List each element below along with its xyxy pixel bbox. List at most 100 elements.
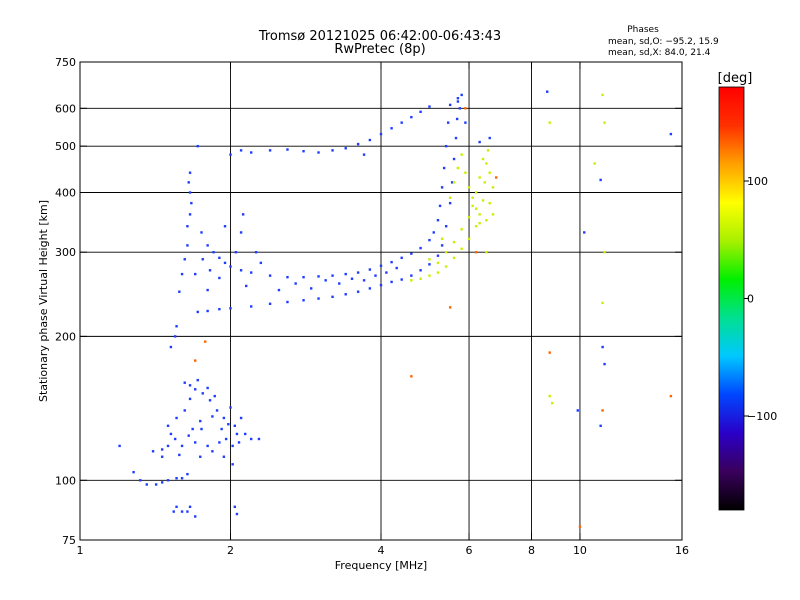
data-point bbox=[481, 199, 485, 202]
data-point bbox=[233, 505, 236, 509]
data-point bbox=[440, 244, 444, 247]
data-point bbox=[243, 432, 247, 436]
data-point bbox=[478, 213, 481, 216]
data-point bbox=[491, 213, 495, 216]
data-point bbox=[471, 196, 474, 199]
data-point bbox=[188, 191, 192, 194]
data-point bbox=[452, 157, 456, 161]
data-point bbox=[344, 147, 347, 150]
y-tick-label: 750 bbox=[55, 56, 76, 69]
y-tick-label: 300 bbox=[55, 246, 76, 259]
data-point bbox=[448, 196, 452, 199]
data-point bbox=[432, 231, 435, 234]
data-point bbox=[211, 450, 214, 453]
data-point bbox=[485, 162, 488, 165]
data-point bbox=[227, 423, 230, 426]
data-point bbox=[550, 401, 554, 405]
data-point bbox=[474, 251, 478, 254]
data-point bbox=[456, 166, 460, 170]
data-point bbox=[601, 301, 604, 305]
data-point bbox=[235, 512, 239, 516]
stats-o-line: mean, sd,O: −95.2, 15.9 bbox=[608, 37, 719, 47]
data-point bbox=[471, 204, 474, 208]
data-point bbox=[385, 271, 388, 274]
data-point bbox=[169, 345, 173, 349]
data-point bbox=[190, 201, 193, 205]
data-point bbox=[452, 181, 456, 184]
data-point bbox=[166, 424, 170, 428]
data-point bbox=[175, 416, 178, 420]
data-point bbox=[206, 244, 209, 247]
data-point bbox=[467, 186, 471, 189]
data-point bbox=[286, 300, 289, 304]
data-point bbox=[599, 424, 602, 428]
data-point bbox=[145, 483, 148, 486]
data-point bbox=[218, 307, 221, 311]
data-point bbox=[175, 325, 178, 328]
data-point bbox=[194, 388, 197, 391]
data-point bbox=[188, 384, 192, 387]
data-point bbox=[448, 306, 452, 309]
x-tick-label: 1 bbox=[77, 544, 84, 557]
data-point bbox=[481, 157, 485, 161]
data-point bbox=[194, 515, 197, 518]
data-point bbox=[229, 265, 232, 268]
data-point bbox=[410, 252, 413, 255]
data-point bbox=[259, 261, 263, 265]
data-point bbox=[237, 441, 241, 444]
data-point bbox=[546, 90, 549, 93]
data-point bbox=[452, 256, 456, 260]
data-point bbox=[410, 279, 413, 282]
x-tick-label: 4 bbox=[378, 544, 385, 557]
data-point bbox=[166, 479, 170, 482]
data-point bbox=[331, 295, 334, 299]
data-point bbox=[187, 181, 190, 184]
data-point bbox=[428, 238, 431, 242]
data-point bbox=[356, 271, 360, 274]
data-point bbox=[309, 287, 313, 290]
data-point bbox=[495, 176, 498, 179]
data-point bbox=[428, 258, 431, 261]
data-point bbox=[331, 274, 334, 277]
data-point bbox=[601, 345, 604, 349]
gridlines bbox=[80, 62, 682, 540]
y-tick-label: 75 bbox=[62, 534, 76, 547]
data-point bbox=[428, 105, 431, 108]
data-point bbox=[215, 409, 219, 412]
data-point bbox=[239, 149, 243, 152]
data-point bbox=[166, 444, 170, 448]
data-point bbox=[603, 362, 606, 366]
data-point bbox=[317, 275, 320, 278]
data-point bbox=[249, 437, 253, 441]
data-point bbox=[194, 272, 197, 276]
data-point bbox=[356, 142, 360, 146]
data-point bbox=[239, 416, 243, 420]
x-tick-label: 16 bbox=[675, 544, 689, 557]
data-point bbox=[187, 434, 190, 437]
data-point bbox=[599, 178, 602, 182]
y-tick-label: 400 bbox=[55, 186, 76, 199]
data-point bbox=[186, 225, 189, 228]
data-point bbox=[344, 272, 347, 276]
data-point bbox=[428, 274, 431, 277]
x-tick-label: 10 bbox=[573, 544, 587, 557]
colorbar-tick-label: −100 bbox=[747, 410, 777, 423]
data-point bbox=[194, 359, 197, 362]
data-point bbox=[178, 453, 181, 457]
data-point bbox=[277, 288, 281, 292]
data-point bbox=[456, 100, 460, 103]
data-point bbox=[206, 309, 209, 313]
data-point bbox=[180, 444, 184, 448]
data-point bbox=[464, 121, 467, 124]
data-point bbox=[257, 437, 261, 441]
data-point bbox=[356, 290, 360, 293]
data-point bbox=[241, 213, 245, 216]
data-point bbox=[368, 138, 372, 142]
colorbar-label: [deg] bbox=[718, 71, 753, 86]
data-point bbox=[188, 171, 192, 174]
data-point bbox=[400, 256, 403, 260]
data-point bbox=[186, 244, 189, 247]
data-point bbox=[200, 427, 203, 431]
data-point bbox=[669, 132, 673, 136]
data-point bbox=[199, 419, 202, 423]
